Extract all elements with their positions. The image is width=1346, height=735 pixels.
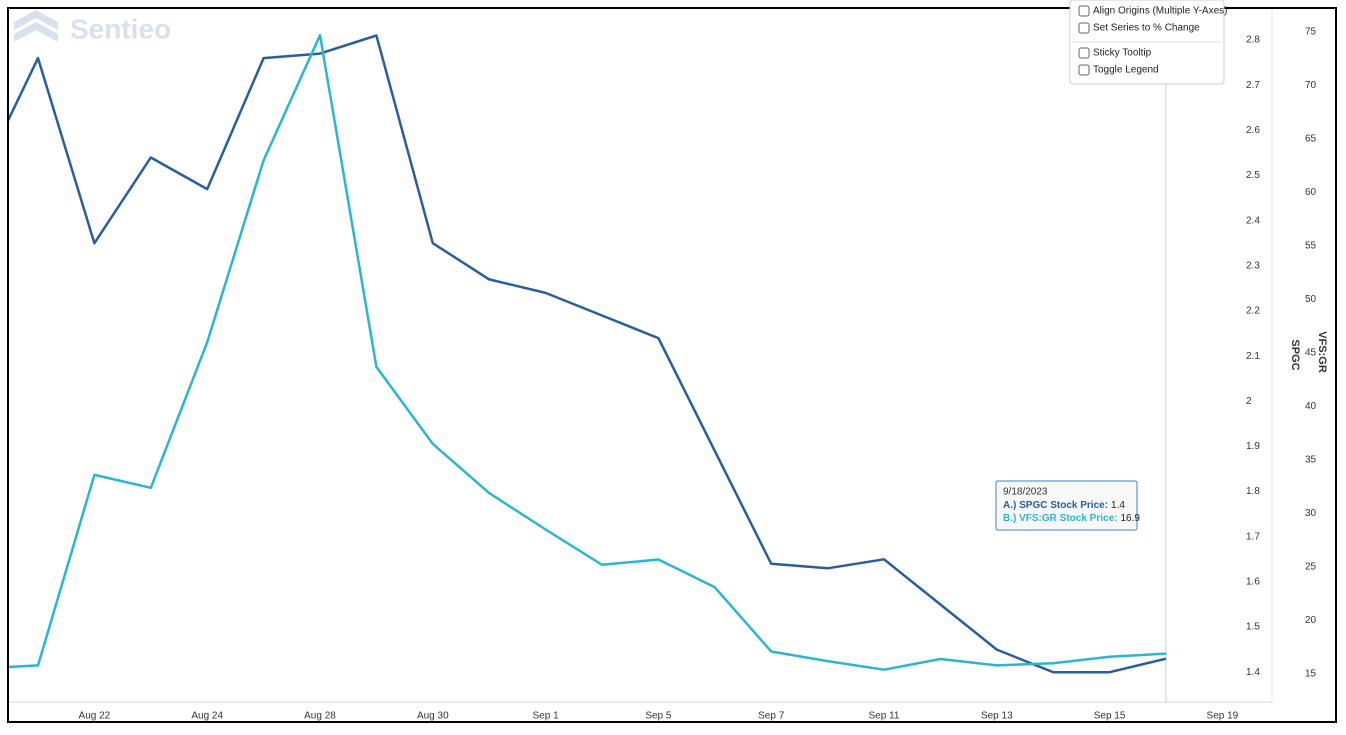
y2-tick-label: 65 (1305, 134, 1317, 145)
y-tick-label: 1.5 (1246, 622, 1260, 633)
x-tick-label: Sep 19 (1207, 711, 1239, 722)
y-tick-label: 2.1 (1246, 351, 1260, 362)
y-tick-label: 2.7 (1246, 80, 1260, 91)
tooltip-value: 16.9 (1120, 513, 1140, 524)
logo-text: Sentieo (70, 13, 171, 44)
x-tick-label: Sep 11 (869, 711, 900, 722)
y2-tick-label: 35 (1305, 455, 1317, 466)
menu-item[interactable]: Sticky Tooltip (1093, 48, 1152, 59)
tooltip-label: B.) VFS:GR Stock Price: (1003, 513, 1117, 524)
y-axis-title: SPGC (1289, 339, 1301, 370)
y2-tick-label: 30 (1305, 508, 1317, 519)
y-tick-label: 1.8 (1246, 486, 1260, 497)
menu-item[interactable]: Toggle Legend (1093, 65, 1159, 76)
menu-item[interactable]: Align Origins (Multiple Y-Axes) (1093, 6, 1228, 17)
checkbox[interactable] (1078, 64, 1090, 76)
tooltip-row: B.) VFS:GR Stock Price: 16.9 (1003, 513, 1140, 524)
y2-tick-label: 20 (1305, 615, 1317, 626)
y2-tick-label: 60 (1305, 187, 1317, 198)
x-tick-label: Aug 28 (304, 711, 336, 722)
menu: Align Origins (Multiple Y-Axes) Set Serie… (1069, 0, 1228, 85)
y2-tick-label: 50 (1305, 294, 1317, 305)
tooltip-box (995, 480, 1138, 531)
y-tick-label: 2.3 (1246, 260, 1260, 271)
tooltip-value: 1.4 (1111, 500, 1125, 511)
x-tick-label: Aug 24 (191, 711, 223, 722)
y2-tick-label: 70 (1305, 80, 1317, 91)
y-tick-label: 2.6 (1246, 125, 1260, 136)
checkbox[interactable] (1078, 22, 1090, 34)
y2-tick-label: 25 (1305, 562, 1317, 573)
series-line (9, 34, 1167, 674)
y-tick-label: 2.8 (1246, 35, 1260, 46)
y-tick-label: 1.4 (1246, 667, 1260, 678)
y2-tick-label: 55 (1305, 241, 1317, 252)
y-tick-label: 1.9 (1246, 441, 1260, 452)
y-tick-label: 2 (1246, 396, 1252, 407)
tooltip-row: A.) SPGC Stock Price: 1.4 (1003, 500, 1125, 511)
checkbox[interactable] (1078, 5, 1090, 17)
x-tick-label: Sep 7 (758, 711, 785, 722)
y-tick-label: 1.6 (1246, 577, 1260, 588)
x-tick-label: Aug 30 (417, 711, 449, 722)
checkbox[interactable] (1078, 47, 1090, 59)
menu-item[interactable]: Set Series to % Change (1093, 23, 1200, 34)
y2-tick-label: 40 (1305, 401, 1317, 412)
y2-axis-title: VFS:GR (1316, 331, 1328, 373)
series-line (9, 33, 1167, 671)
x-tick-label: Sep 5 (645, 711, 672, 722)
tooltip-date: 9/18/2023 (1003, 487, 1048, 498)
y-tick-label: 2.2 (1246, 306, 1260, 317)
y2-tick-label: 15 (1305, 669, 1317, 680)
y2-tick-label: 45 (1305, 348, 1317, 359)
tooltip-label: A.) SPGC Stock Price: (1003, 500, 1108, 511)
y-tick-label: 1.7 (1246, 531, 1260, 542)
logo: Sentieo (14, 10, 171, 44)
y-tick-label: 2.5 (1246, 170, 1260, 181)
x-tick-label: Sep 15 (1094, 711, 1126, 722)
x-tick-label: Aug 22 (79, 711, 111, 722)
y-tick-label: 2.4 (1246, 215, 1260, 226)
frame (7, 7, 1337, 723)
plot (9, 33, 1167, 674)
tooltip: 9/18/2023 A.) SPGC Stock Price: 1.4 B.) VFS… (995, 480, 1140, 531)
x-tick-label: Sep 13 (981, 711, 1013, 722)
x-tick-label: Sep 1 (533, 711, 560, 722)
y2-tick-label: 75 (1305, 27, 1317, 38)
